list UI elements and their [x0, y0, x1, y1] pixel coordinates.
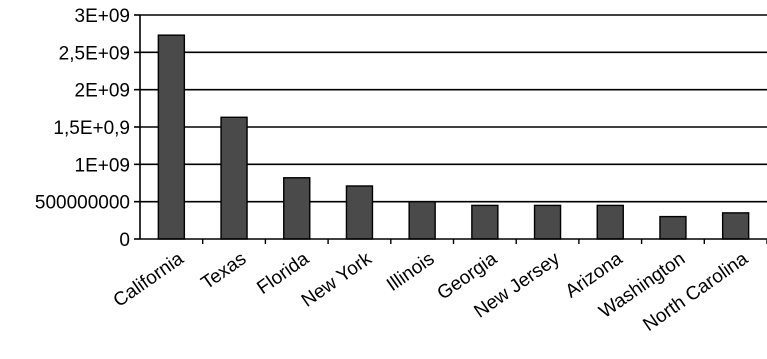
x-tick-label: California — [110, 248, 188, 311]
bar-new-york — [345, 185, 374, 240]
y-tick-label: 1E+09 — [75, 155, 130, 176]
bar-washington — [659, 215, 687, 240]
bar-arizona — [596, 204, 624, 240]
bar-georgia — [471, 204, 499, 240]
x-tick-label: Illinois — [383, 248, 438, 295]
y-tick-label: 3E+09 — [75, 6, 130, 27]
y-tick-label: 500000000 — [35, 193, 130, 214]
bar-texas — [220, 116, 248, 240]
y-tick-labels: 0 500000000 1E+09 1,5E+0,9 2E+09 2,5E+09 3E+09 — [35, 6, 130, 251]
bar-california — [157, 34, 186, 240]
bar-north-carolina — [721, 212, 750, 240]
axes — [134, 14, 767, 244]
y-tick-label: 1,5E+0,9 — [53, 118, 130, 139]
y-tick-label: 2E+09 — [75, 81, 130, 102]
x-tick-label: North Carolina — [639, 248, 752, 336]
y-tick-label: 2,5E+09 — [59, 43, 130, 64]
bar-new-jersey — [533, 204, 562, 240]
bars — [157, 34, 750, 240]
x-tick-label: New York — [298, 248, 376, 312]
y-tick-label: 0 — [119, 230, 130, 251]
bar-florida — [283, 177, 311, 240]
x-tick-label: Texas — [198, 248, 251, 294]
bar-illinois — [408, 200, 436, 240]
